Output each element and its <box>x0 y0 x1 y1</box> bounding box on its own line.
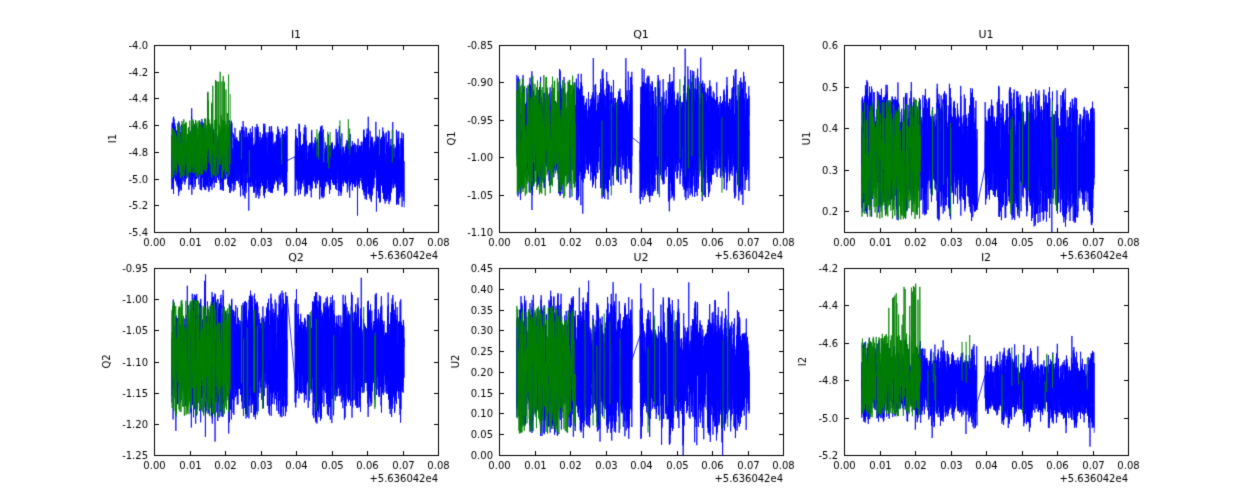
plots-canvas <box>0 0 1250 500</box>
figure <box>0 0 1250 500</box>
